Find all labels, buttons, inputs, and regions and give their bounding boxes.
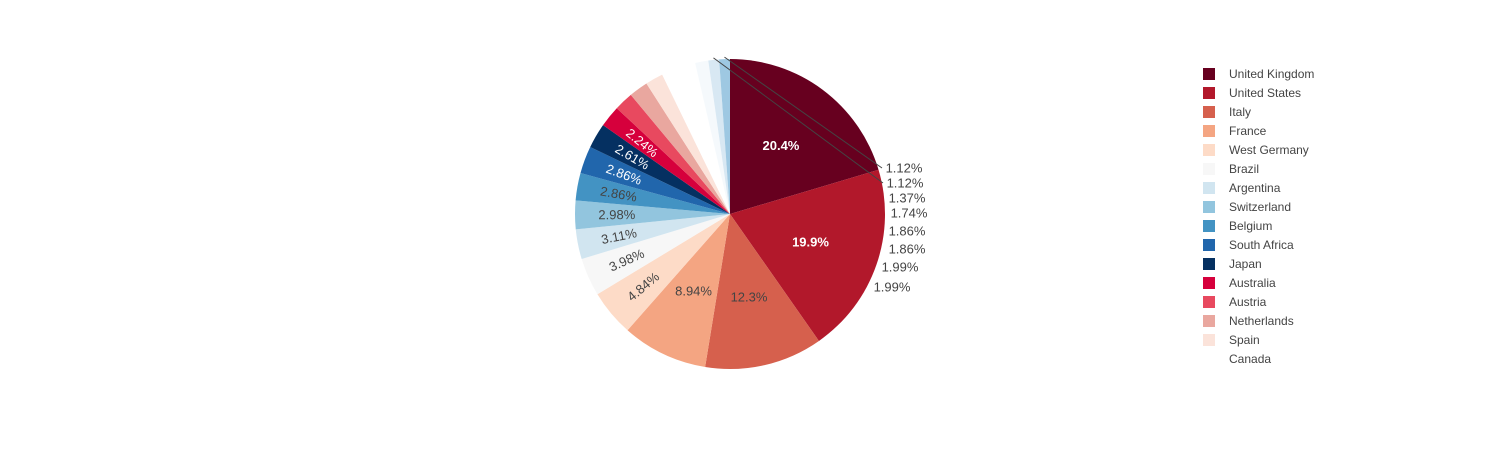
legend-item-spain[interactable]: Spain [1203,333,1260,347]
pie-slice-austria[interactable] [616,94,730,214]
pie-slice-japan[interactable] [590,125,730,214]
slice-percent-label: 1.74% [891,206,928,221]
label-leader-line [713,57,884,184]
legend: United Kingdom United States Italy France We… [1203,67,1314,366]
legend-swatch [1203,87,1215,99]
legend-item-italy[interactable]: Italy [1203,105,1251,119]
pie-slice-argentina[interactable] [575,214,730,260]
pie-slice-unlabeled-18[interactable] [708,59,730,214]
legend-label: Japan [1229,257,1262,271]
slice-percent-label: 20.4% [763,138,800,153]
legend-label: Brazil [1229,162,1259,176]
legend-label: Netherlands [1229,314,1294,328]
legend-swatch [1203,163,1215,175]
legend-swatch [1203,239,1215,251]
legend-swatch [1203,296,1215,308]
legend-label: Spain [1229,333,1260,347]
legend-label: United States [1229,86,1301,100]
slice-percent-label: 2.86% [599,183,638,204]
pie-slice-united-states[interactable] [730,169,885,341]
slice-percent-label: 1.99% [882,260,919,275]
legend-item-belgium[interactable]: Belgium [1203,219,1272,233]
legend-swatch [1203,144,1215,156]
pie-slice-unlabeled-17[interactable] [695,60,730,214]
legend-item-austria[interactable]: Austria [1203,295,1267,309]
legend-label: Argentina [1229,181,1281,195]
legend-item-france[interactable]: France [1203,124,1267,138]
slice-percent-label: 8.94% [675,284,712,299]
legend-label: Italy [1229,105,1251,119]
legend-swatch [1203,315,1215,327]
pie-slice-west-germany[interactable] [597,214,730,331]
legend-label: Austria [1229,295,1267,309]
legend-item-south-africa[interactable]: South Africa [1203,238,1294,252]
legend-label: France [1229,124,1267,138]
pie-slices [574,58,885,369]
legend-item-argentina[interactable]: Argentina [1203,181,1281,195]
pie-slice-unlabeled-19[interactable] [719,58,730,214]
slice-percent-label: 3.11% [600,225,639,247]
legend-item-united-states[interactable]: United States [1203,86,1301,100]
slice-percent-label: 1.12% [887,176,924,191]
legend-item-netherlands[interactable]: Netherlands [1203,314,1294,328]
slice-percent-label: 19.9% [792,235,829,250]
legend-swatch [1203,258,1215,270]
legend-swatch [1203,334,1215,346]
slice-percent-label: 1.99% [874,280,911,295]
legend-item-australia[interactable]: Australia [1203,276,1276,290]
pie-slice-switzerland[interactable] [574,200,730,230]
legend-swatch [1203,125,1215,137]
pie-slice-unlabeled-16[interactable] [678,62,730,215]
legend-label: South Africa [1229,238,1294,252]
pie-slice-south-africa[interactable] [580,147,730,214]
pie-slice-australia[interactable] [603,108,730,214]
legend-swatch [1203,106,1215,118]
pie-slice-france[interactable] [627,214,730,367]
legend-swatch [1203,68,1215,80]
slice-percent-label: 1.86% [889,242,926,257]
label-leader-line [724,56,883,169]
pie-slice-netherlands[interactable] [630,83,730,215]
slice-percent-label: 2.98% [598,207,635,222]
pie-slice-canada[interactable] [662,67,730,214]
legend-swatch [1203,182,1215,194]
slice-percent-label: 1.12% [886,161,923,176]
legend-label: Australia [1229,276,1276,290]
pie-slice-italy[interactable] [705,214,819,369]
slice-percent-label: 1.37% [889,191,926,206]
legend-swatch [1203,220,1215,232]
legend-swatch [1203,201,1215,213]
legend-swatch [1203,353,1215,365]
legend-label: Canada [1229,352,1271,366]
legend-label: United Kingdom [1229,67,1314,81]
legend-label: Switzerland [1229,200,1291,214]
legend-item-west-germany[interactable]: West Germany [1203,143,1309,157]
slice-labels: 20.4%19.9%12.3%8.94%4.84%3.98%3.11%2.98%… [598,125,927,304]
legend-label: West Germany [1229,143,1309,157]
legend-item-united-kingdom[interactable]: United Kingdom [1203,67,1314,81]
slice-percent-label: 1.86% [889,224,926,239]
label-leader-lines [713,56,884,184]
slice-percent-label: 12.3% [731,290,768,305]
legend-item-brazil[interactable]: Brazil [1203,162,1259,176]
pie-slice-belgium[interactable] [575,173,730,214]
legend-swatch [1203,277,1215,289]
legend-item-switzerland[interactable]: Switzerland [1203,200,1291,214]
legend-item-canada[interactable]: Canada [1203,352,1271,366]
legend-item-japan[interactable]: Japan [1203,257,1262,271]
legend-label: Belgium [1229,219,1272,233]
pie-slice-spain[interactable] [646,74,730,214]
pie-slice-brazil[interactable] [581,214,730,295]
